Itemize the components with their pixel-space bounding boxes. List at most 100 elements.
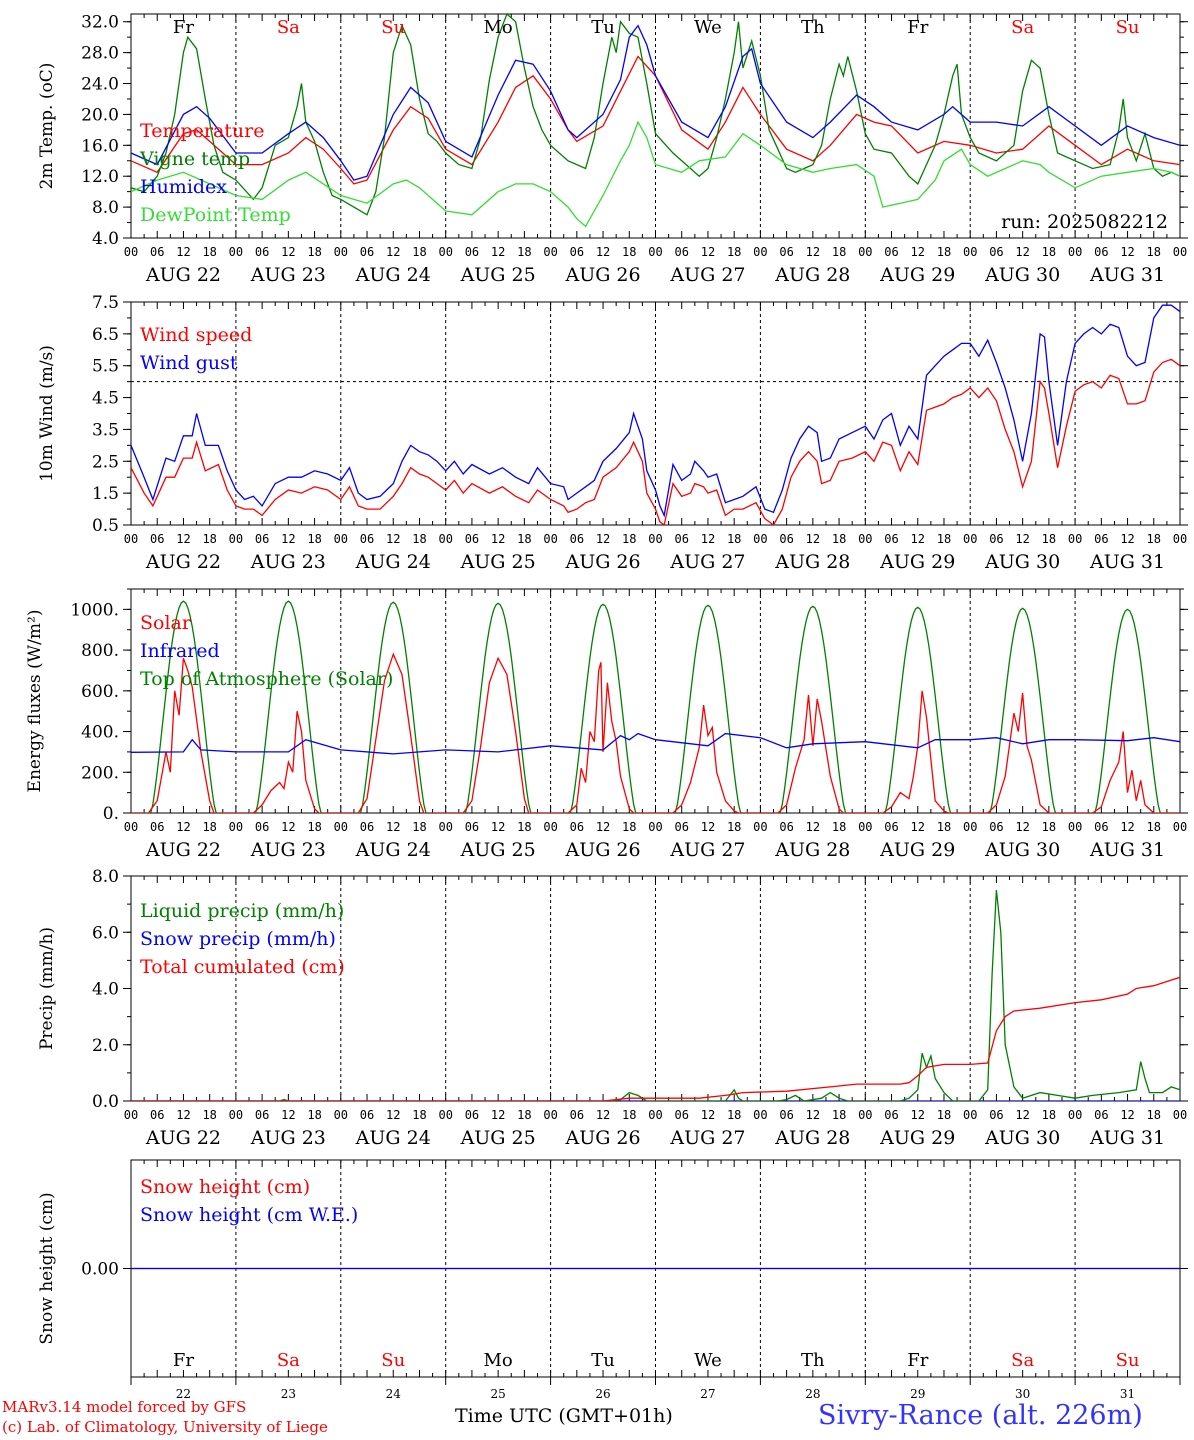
x-hour-label: 00 xyxy=(753,245,767,259)
x-hour-label: 00 xyxy=(543,245,557,259)
x-date-label: AUG 29 xyxy=(879,551,955,573)
day-name-bottom: Su xyxy=(381,1350,405,1371)
x-hour-label: 18 xyxy=(412,820,426,834)
x-hour-label: 06 xyxy=(989,245,1003,259)
x-hour-label: 12 xyxy=(491,820,505,834)
x-hour-label: 06 xyxy=(779,820,793,834)
x-date-label: AUG 30 xyxy=(984,839,1060,861)
x-hour-label: 18 xyxy=(1042,820,1056,834)
x-hour-label: 06 xyxy=(779,532,793,546)
x-date-label: AUG 31 xyxy=(1089,264,1165,286)
y-tick-label: 2.0 xyxy=(92,1036,119,1056)
day-name-top: Th xyxy=(801,17,825,38)
x-hour-label: 06 xyxy=(150,820,164,834)
x-hour-label: 18 xyxy=(202,820,216,834)
x-hour-label: 18 xyxy=(832,245,846,259)
x-hour-label: 00 xyxy=(648,532,662,546)
day-number: 31 xyxy=(1120,1387,1135,1401)
x-hour-label: 06 xyxy=(674,532,688,546)
x-hour-label: 00 xyxy=(648,245,662,259)
x-hour-label: 06 xyxy=(674,820,688,834)
y-tick-label: 0. xyxy=(103,804,119,824)
x-hour-label: 12 xyxy=(176,245,190,259)
x-hour-label: 06 xyxy=(570,1108,584,1122)
legend-entry: Infrared xyxy=(140,640,220,662)
day-name-top: Fr xyxy=(907,17,928,38)
series-line-temperature xyxy=(131,55,1180,185)
x-hour-label: 00 xyxy=(543,1108,557,1122)
x-date-label: AUG 28 xyxy=(774,551,850,573)
series-line-top-of-atmosphere-solar xyxy=(131,600,1180,813)
x-date-label: AUG 23 xyxy=(250,839,326,861)
y-tick-label: 1000. xyxy=(70,600,119,620)
x-hour-label: 18 xyxy=(1042,1108,1056,1122)
x-hour-label: 12 xyxy=(1120,245,1134,259)
y-axis-label: Snow height (cm) xyxy=(37,1192,57,1344)
x-hour-label: 18 xyxy=(517,245,531,259)
model-credit: MARv3.14 model forced by GFS xyxy=(2,1398,247,1416)
x-hour-label: 06 xyxy=(779,1108,793,1122)
day-number: 22 xyxy=(176,1387,191,1401)
x-hour-label: 12 xyxy=(806,532,820,546)
x-hour-label: 12 xyxy=(806,820,820,834)
x-hour-label: 18 xyxy=(412,245,426,259)
legend-entry: Temperature xyxy=(140,120,264,142)
x-hour-label: 06 xyxy=(884,820,898,834)
x-date-label: AUG 22 xyxy=(145,1127,221,1149)
x-hour-label: 12 xyxy=(911,245,925,259)
x-hour-label: 12 xyxy=(176,532,190,546)
x-hour-label: 18 xyxy=(202,1108,216,1122)
y-tick-label: 8.0 xyxy=(92,198,119,218)
x-date-label: AUG 28 xyxy=(774,264,850,286)
y-axis-label: Precip (mm/h) xyxy=(37,927,57,1050)
y-tick-label: 6.5 xyxy=(92,325,119,345)
x-hour-label: 06 xyxy=(255,245,269,259)
x-hour-label: 00 xyxy=(229,245,243,259)
x-hour-label: 18 xyxy=(727,532,741,546)
x-hour-label: 06 xyxy=(674,245,688,259)
x-hour-label: 18 xyxy=(202,532,216,546)
x-hour-label: 00 xyxy=(963,532,977,546)
x-date-label: AUG 27 xyxy=(669,839,745,861)
x-hour-label: 18 xyxy=(832,532,846,546)
x-date-label: AUG 30 xyxy=(984,551,1060,573)
y-tick-label: 16.0 xyxy=(81,136,119,156)
y-tick-label: 4.0 xyxy=(92,980,119,1000)
x-hour-label: 00 xyxy=(1173,1108,1187,1122)
series-line-humidex xyxy=(131,24,1180,181)
x-hour-label: 18 xyxy=(412,532,426,546)
x-hour-label: 12 xyxy=(386,532,400,546)
legend-entry: Wind speed xyxy=(140,324,252,346)
x-hour-label: 18 xyxy=(622,532,636,546)
x-hour-label: 18 xyxy=(307,532,321,546)
x-date-label: AUG 25 xyxy=(460,839,536,861)
x-hour-label: 12 xyxy=(911,1108,925,1122)
x-hour-label: 06 xyxy=(989,820,1003,834)
y-tick-label: 24.0 xyxy=(81,75,119,95)
y-tick-label: 4.5 xyxy=(92,389,119,409)
x-hour-label: 06 xyxy=(360,1108,374,1122)
x-hour-label: 00 xyxy=(753,1108,767,1122)
x-date-label: AUG 31 xyxy=(1089,839,1165,861)
x-date-label: AUG 30 xyxy=(984,1127,1060,1149)
x-date-label: AUG 28 xyxy=(774,1127,850,1149)
day-name-bottom: Th xyxy=(801,1350,825,1371)
x-hour-label: 06 xyxy=(150,1108,164,1122)
x-hour-label: 12 xyxy=(386,1108,400,1122)
x-hour-label: 18 xyxy=(307,1108,321,1122)
legend-entry: Wind gust xyxy=(140,352,238,374)
x-hour-label: 06 xyxy=(989,532,1003,546)
x-hour-label: 06 xyxy=(570,245,584,259)
x-hour-label: 12 xyxy=(911,820,925,834)
y-tick-label: 1.5 xyxy=(92,484,119,504)
x-hour-label: 00 xyxy=(1068,245,1082,259)
x-hour-label: 06 xyxy=(465,1108,479,1122)
x-hour-label: 18 xyxy=(307,820,321,834)
day-name-bottom: Mo xyxy=(484,1350,513,1371)
y-tick-label: 12.0 xyxy=(81,167,119,187)
x-hour-label: 18 xyxy=(937,532,951,546)
x-hour-label: 12 xyxy=(281,532,295,546)
x-hour-label: 18 xyxy=(727,820,741,834)
day-number: 24 xyxy=(386,1387,402,1401)
day-number: 29 xyxy=(910,1387,925,1401)
